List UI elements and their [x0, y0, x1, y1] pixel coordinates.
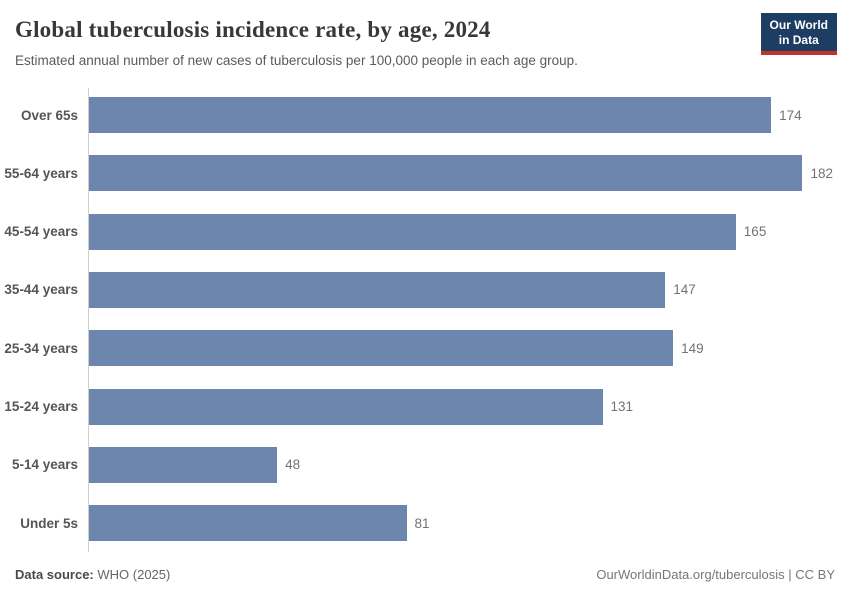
data-source: Data source: WHO (2025)	[15, 567, 170, 582]
data-source-value: WHO (2025)	[97, 567, 171, 582]
bar[interactable]	[89, 155, 803, 192]
bar[interactable]	[89, 388, 603, 425]
category-label: 35-44 years	[4, 282, 78, 298]
value-label: 147	[673, 282, 696, 298]
value-label: 81	[414, 515, 430, 531]
category-label: 45-54 years	[4, 224, 78, 240]
category-label: 15-24 years	[4, 399, 78, 414]
category-label: Under 5s	[20, 515, 78, 531]
bar[interactable]	[89, 446, 278, 483]
owid-logo-line2: in Data	[778, 33, 819, 47]
bar-row: 35-44 years 147	[4, 271, 836, 308]
chart-subtitle: Estimated annual number of new cases of …	[15, 53, 578, 68]
value-label: 182	[810, 165, 833, 181]
bar-row: 15-24 years 131	[4, 388, 836, 425]
bar-chart: Over 65s 174 55-64 years 182 45-54 years…	[4, 88, 836, 552]
bar-row: 45-54 years 165	[4, 213, 836, 250]
category-label: Over 65s	[20, 107, 78, 123]
bar[interactable]	[89, 505, 407, 542]
data-source-label: Data source:	[15, 567, 94, 582]
value-label: 149	[681, 340, 704, 356]
y-axis-line	[88, 88, 89, 552]
chart-footer: Data source: WHO (2025) OurWorldinData.o…	[15, 567, 835, 582]
value-label: 165	[743, 224, 767, 240]
value-label: 48	[285, 457, 301, 473]
bar-row: Under 5s 81	[20, 505, 836, 542]
category-label: 25-34 years	[4, 340, 78, 356]
bar[interactable]	[89, 271, 666, 308]
license-text: OurWorldinData.org/tuberculosis | CC BY	[596, 567, 835, 582]
bar[interactable]	[89, 213, 736, 250]
category-label: 55-64 years	[4, 165, 78, 181]
value-label: 131	[610, 399, 634, 414]
bar[interactable]	[89, 330, 674, 367]
page-title: Global tuberculosis incidence rate, by a…	[15, 17, 491, 42]
category-label: 5-14 years	[11, 457, 78, 473]
owid-logo-line1: Our World	[769, 18, 828, 32]
bar-row: 55-64 years 182	[4, 155, 836, 192]
bar[interactable]	[89, 97, 772, 133]
bar-row: Over 65s 174	[21, 97, 836, 133]
value-label: 174	[779, 107, 802, 123]
owid-logo: Our World in Data	[760, 13, 837, 55]
bar-row: 5-14 years 48	[12, 446, 836, 483]
bar-row: 25-34 years 149	[4, 330, 836, 367]
